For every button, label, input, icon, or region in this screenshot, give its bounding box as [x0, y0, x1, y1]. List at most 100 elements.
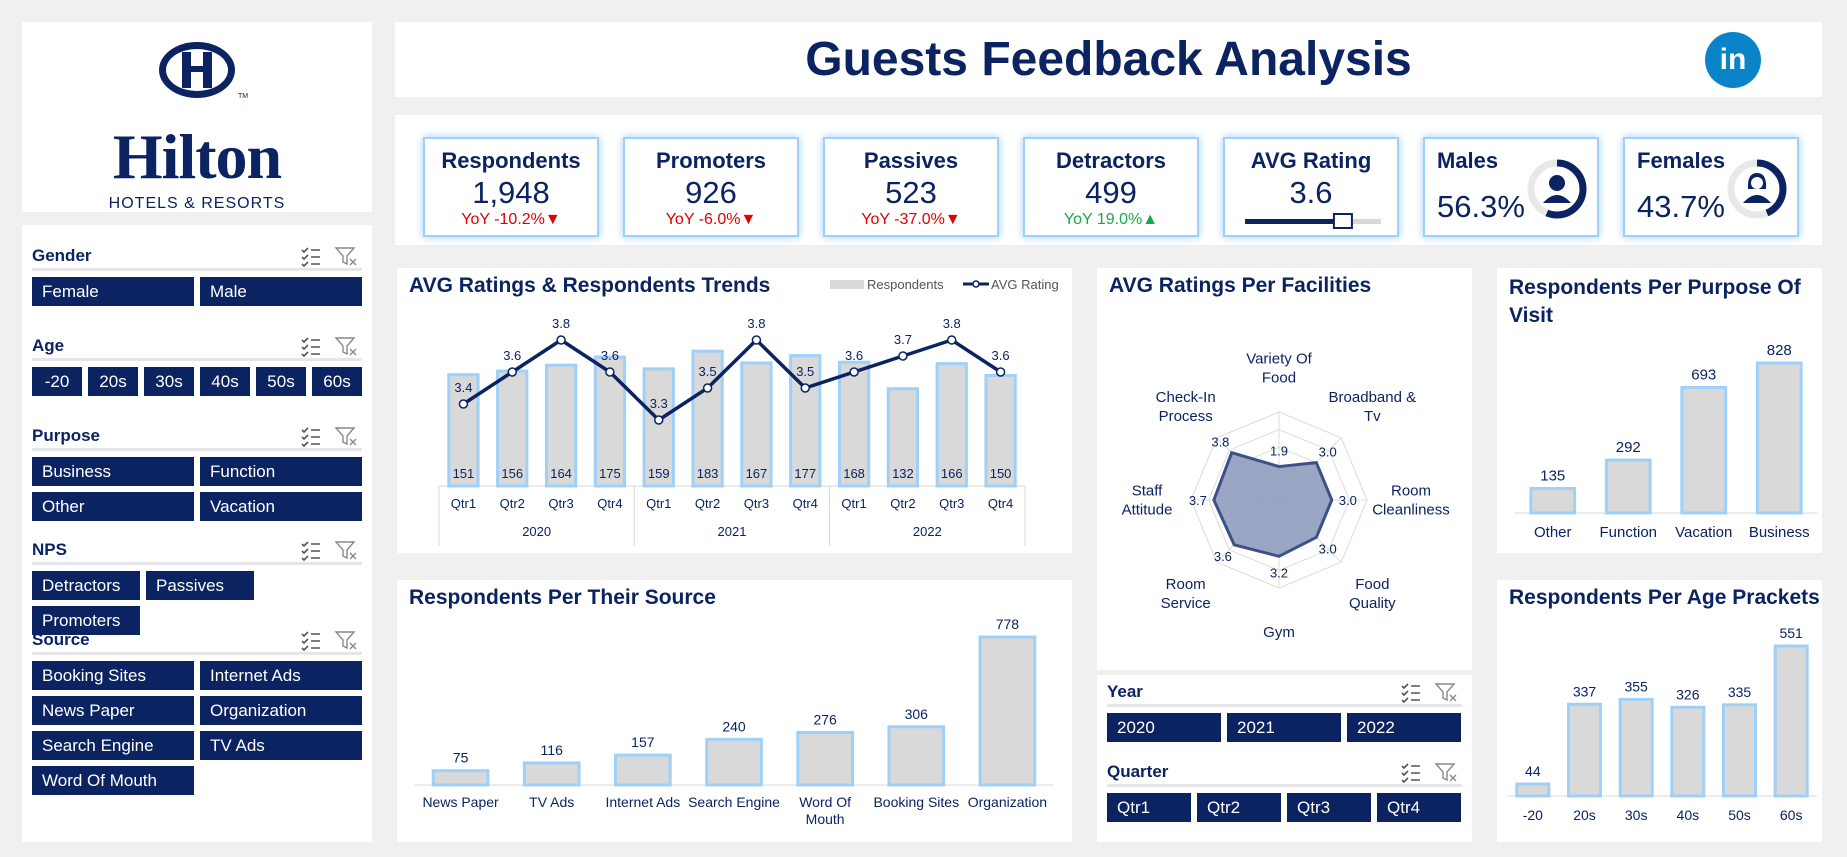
source-word-of-mouth-button[interactable]: Word Of Mouth [32, 766, 194, 795]
data-label: 337 [1573, 683, 1597, 699]
quarter-q2-button[interactable]: Qtr2 [1197, 793, 1281, 822]
gender-male-button[interactable]: Male [200, 277, 362, 306]
bar [544, 363, 578, 488]
quarter-tick-label: Qtr1 [646, 496, 671, 511]
bar [522, 761, 581, 787]
quarter-tick-label: Qtr1 [841, 496, 866, 511]
age-50s-button[interactable]: 50s [256, 367, 306, 396]
linkedin-icon[interactable]: in [1705, 32, 1761, 88]
bar-data-label: 175 [599, 466, 621, 481]
quarter-slicer: Quarter Qtr1 Qtr2 Qtr3 Qtr4 [1107, 759, 1462, 822]
radar-category-label: Cleanliness [1372, 502, 1450, 519]
year-slicer-title: Year [1107, 682, 1143, 701]
kpi-respondents-title: Respondents [441, 148, 581, 173]
bar [978, 635, 1037, 787]
clear-filter-icon[interactable] [334, 541, 357, 560]
clear-filter-icon[interactable] [1434, 763, 1457, 782]
bar [1618, 697, 1654, 798]
bar-data-label: 166 [941, 466, 963, 481]
clear-filter-icon[interactable] [334, 337, 357, 356]
kpi-passives-yoy: YoY -37.0%▼ [861, 211, 961, 228]
radar-category-label: Broadband & [1329, 389, 1417, 406]
rating-data-label: 3.4 [454, 380, 472, 395]
tick-label: 50s [1728, 807, 1751, 823]
tick-label: Business [1749, 524, 1810, 541]
source-news-paper-button[interactable]: News Paper [32, 696, 194, 725]
bar-data-label: 151 [453, 466, 475, 481]
bar [614, 753, 672, 787]
source-search-engine-button[interactable]: Search Engine [32, 731, 194, 760]
purpose-chart-title: Respondents Per Purpose Of Visit [1509, 276, 1801, 327]
bar [593, 355, 627, 488]
year-2020-button[interactable]: 2020 [1107, 713, 1221, 742]
age-under20-button[interactable]: -20 [32, 367, 82, 396]
multi-select-icon[interactable] [301, 247, 320, 267]
gender-female-button[interactable]: Female [32, 277, 194, 306]
nps-detractors-button[interactable]: Detractors [32, 571, 140, 600]
rating-point [507, 367, 517, 377]
purpose-business-button[interactable]: Business [32, 457, 194, 486]
multi-select-icon[interactable] [301, 337, 320, 357]
gender-slicer-title: Gender [32, 246, 92, 265]
multi-select-icon[interactable] [1401, 763, 1420, 783]
year-2021-button[interactable]: 2021 [1227, 713, 1341, 742]
nps-promoters-button[interactable]: Promoters [32, 606, 140, 635]
radar-category-label: Staff [1132, 483, 1163, 500]
rating-point [947, 335, 957, 345]
age-chart: 44 -20 337 20s 355 30s 326 40s 335 50s 551 60s [1507, 625, 1817, 823]
source-organization-button[interactable]: Organization [200, 696, 362, 725]
age-40s-button[interactable]: 40s [200, 367, 250, 396]
radar-category-label: Food [1262, 370, 1296, 387]
radar-chart-title: AVG Ratings Per Facilities [1109, 274, 1372, 297]
age-20s-button[interactable]: 20s [88, 367, 138, 396]
year-2022-button[interactable]: 2022 [1347, 713, 1461, 742]
slicer-toolbar [301, 337, 357, 357]
multi-select-icon[interactable] [301, 541, 320, 561]
clear-filter-icon[interactable] [1434, 683, 1457, 702]
purpose-other-button[interactable]: Other [32, 492, 194, 521]
quarter-q1-button[interactable]: Qtr1 [1107, 793, 1191, 822]
kpi-avg-rating-title: AVG Rating [1250, 148, 1372, 173]
kpi-promoters-title: Promoters [655, 148, 767, 173]
quarter-tick-label: Qtr3 [744, 496, 769, 511]
purpose-vacation-button[interactable]: Vacation [200, 492, 362, 521]
age-30s-button[interactable]: 30s [144, 367, 194, 396]
radar-chart: 1.9 Variety Of Food 3.0 Broadband & Tv 3.0 Room… [1122, 351, 1450, 642]
radar-category-label: Process [1159, 408, 1213, 425]
kpi-detractors-card: Detractors 499 YoY 19.0%▲ [1023, 137, 1199, 237]
source-booking-sites-button[interactable]: Booking Sites [32, 661, 194, 690]
kpi-respondents-card: Respondents 1,948 YoY -10.2%▼ [423, 137, 599, 237]
radar-category-label: Attitude [1122, 502, 1173, 519]
clear-filter-icon[interactable] [334, 427, 357, 446]
rating-data-label: 3.8 [943, 316, 961, 331]
age-60s-button[interactable]: 60s [312, 367, 362, 396]
tick-label: -20 [1523, 807, 1543, 823]
multi-select-icon[interactable] [1401, 683, 1420, 703]
avg-rating-gauge [1245, 213, 1381, 229]
nps-passives-button[interactable]: Passives [146, 571, 254, 600]
year-group-label: 2022 [913, 524, 942, 539]
data-label: 276 [813, 711, 837, 727]
bar [1515, 782, 1551, 798]
bar [1721, 703, 1758, 798]
age-chart-panel: Respondents Per Age Prackets 44 -20 337 20s… [1497, 580, 1822, 842]
hilton-subtitle: HOTELS & RESORTS [108, 195, 286, 212]
radar-area [1212, 450, 1334, 558]
quarter-q4-button[interactable]: Qtr4 [1377, 793, 1461, 822]
multi-select-icon[interactable] [301, 631, 320, 651]
year-group-label: 2021 [718, 524, 747, 539]
kpi-passives-value: 523 [885, 175, 937, 210]
rating-data-label: 3.6 [992, 348, 1010, 363]
purpose-function-button[interactable]: Function [200, 457, 362, 486]
clear-filter-icon[interactable] [334, 631, 357, 650]
radar-data-label: 3.0 [1339, 493, 1357, 508]
clear-filter-icon[interactable] [334, 247, 357, 266]
rating-point [702, 383, 713, 393]
slicer-toolbar [301, 541, 357, 561]
quarter-q3-button[interactable]: Qtr3 [1287, 793, 1371, 822]
multi-select-icon[interactable] [301, 427, 320, 447]
kpi-males-card: Males 56.3% [1423, 137, 1599, 237]
age-slicer: Age -20 20s 30s 40s 50s 60s [32, 333, 362, 396]
source-tv-ads-button[interactable]: TV Ads [200, 731, 362, 760]
source-internet-ads-button[interactable]: Internet Ads [200, 661, 362, 690]
